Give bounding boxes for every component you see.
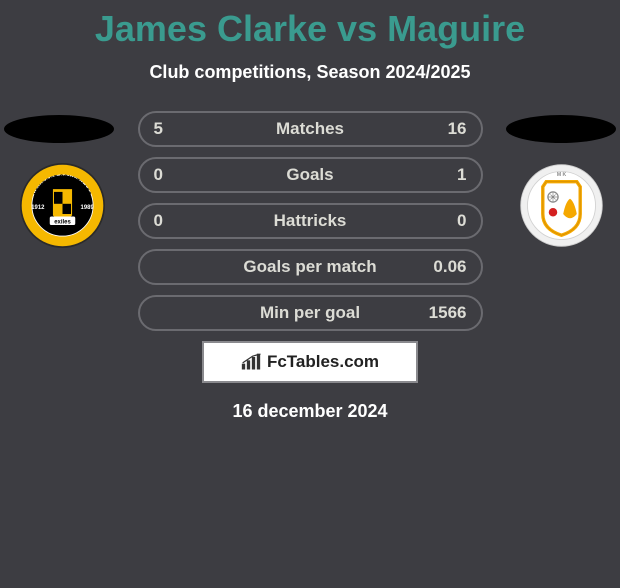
shadow-ellipse-right xyxy=(506,115,616,143)
comparison-title: James Clarke vs Maguire xyxy=(0,8,620,50)
stat-value-left: 5 xyxy=(154,119,204,139)
stat-value-right: 0.06 xyxy=(417,257,467,277)
stat-row-min-per-goal: Min per goal 1566 xyxy=(138,295,483,331)
stat-row-hattricks: 0 Hattricks 0 xyxy=(138,203,483,239)
stat-label: Min per goal xyxy=(204,303,417,323)
content-area: exiles 1912 1989 NEWPORT COUNTY AFC M K … xyxy=(0,103,620,422)
svg-text:1989: 1989 xyxy=(81,205,95,211)
svg-text:exiles: exiles xyxy=(54,219,71,225)
stat-value-right: 1 xyxy=(417,165,467,185)
stat-label: Goals per match xyxy=(204,257,417,277)
stats-container: 5 Matches 16 0 Goals 1 0 Hattricks 0 Goa… xyxy=(138,103,483,331)
stat-label: Hattricks xyxy=(204,211,417,231)
stat-value-right: 16 xyxy=(417,119,467,139)
team-badge-left: exiles 1912 1989 NEWPORT COUNTY AFC xyxy=(20,163,105,248)
stat-label: Matches xyxy=(204,119,417,139)
fctables-label: FcTables.com xyxy=(267,352,379,372)
stat-label: Goals xyxy=(204,165,417,185)
comparison-subtitle: Club competitions, Season 2024/2025 xyxy=(0,62,620,83)
shadow-ellipse-left xyxy=(4,115,114,143)
bar-chart-icon xyxy=(241,353,261,371)
stat-value-left: 0 xyxy=(154,165,204,185)
svg-text:1912: 1912 xyxy=(31,205,45,211)
stat-value-right: 1566 xyxy=(417,303,467,323)
team-badge-right: M K xyxy=(519,163,604,248)
svg-text:M K: M K xyxy=(557,172,567,178)
comparison-date: 16 december 2024 xyxy=(0,401,620,422)
stat-value-right: 0 xyxy=(417,211,467,231)
stat-value-left: 0 xyxy=(154,211,204,231)
stat-row-matches: 5 Matches 16 xyxy=(138,111,483,147)
mk-dons-badge-icon: M K xyxy=(519,163,604,248)
stat-row-goals: 0 Goals 1 xyxy=(138,157,483,193)
stat-row-goals-per-match: Goals per match 0.06 xyxy=(138,249,483,285)
newport-county-badge-icon: exiles 1912 1989 NEWPORT COUNTY AFC xyxy=(20,163,105,248)
fctables-attribution: FcTables.com xyxy=(202,341,418,383)
